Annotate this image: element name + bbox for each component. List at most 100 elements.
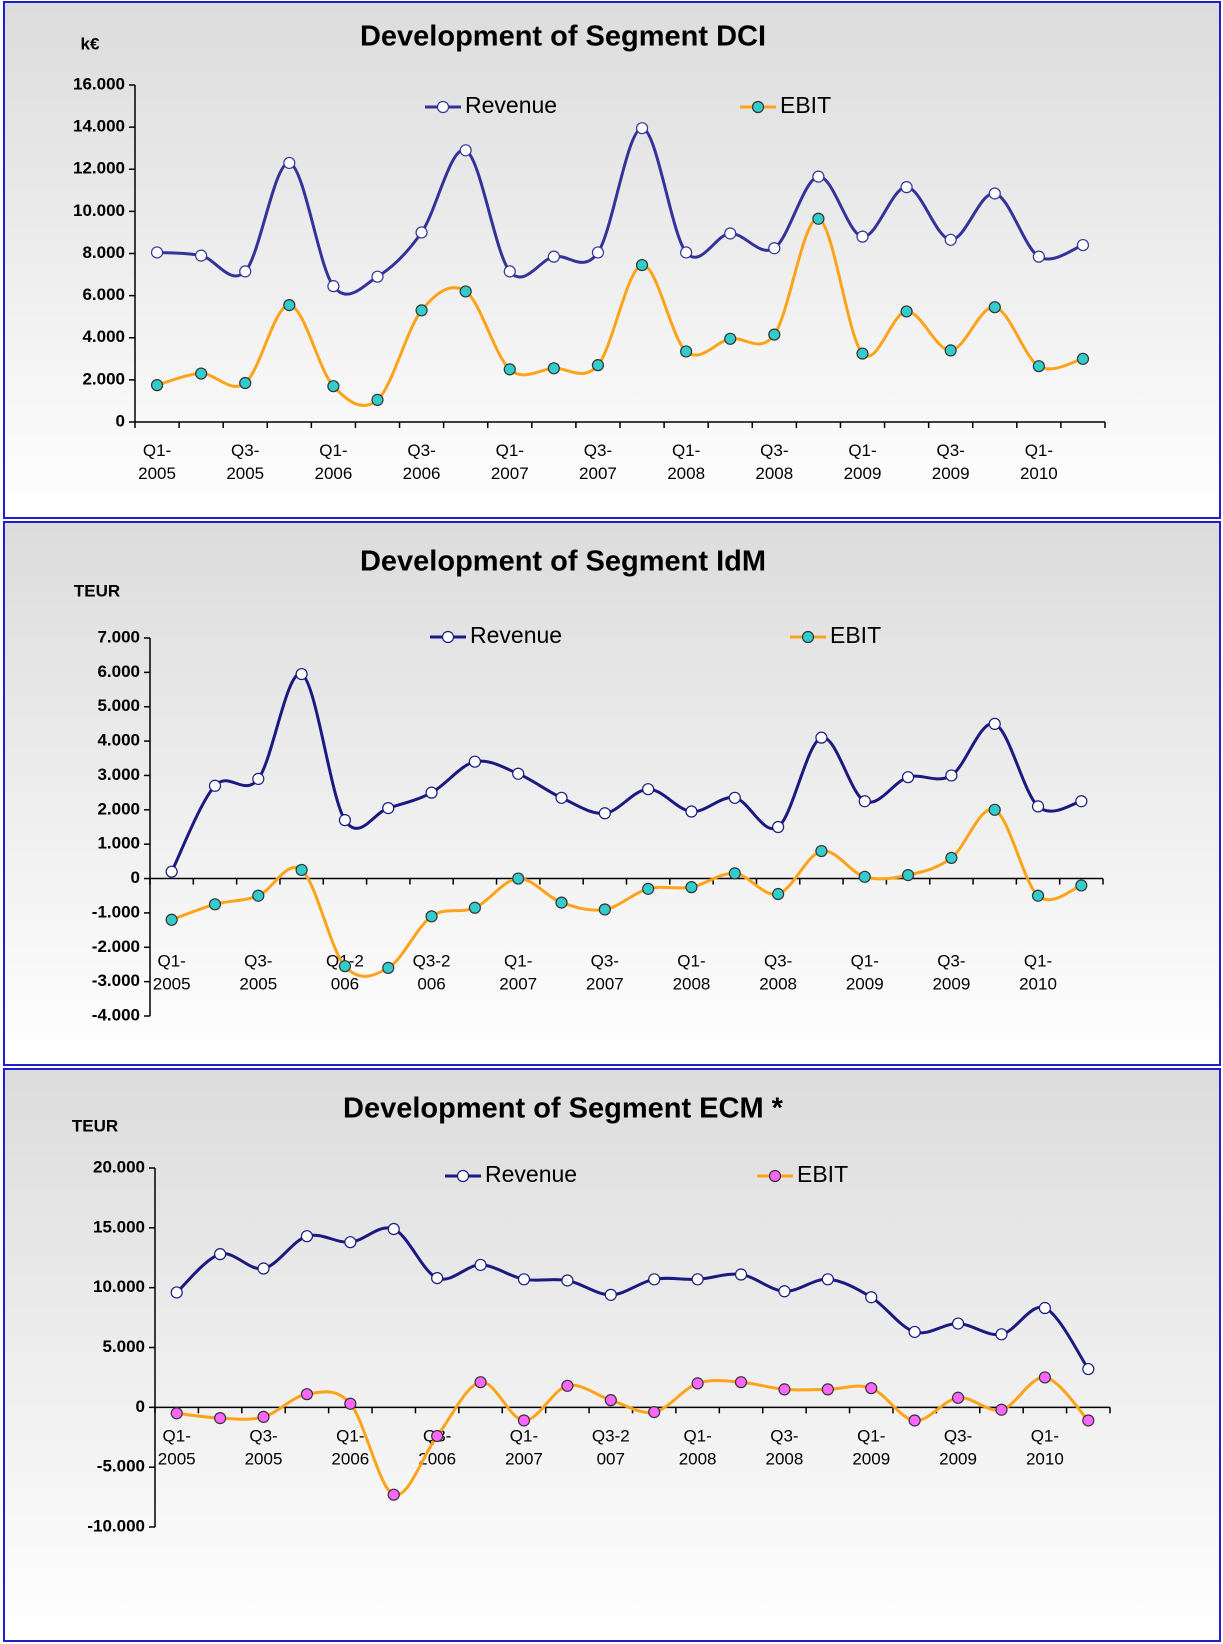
x-tick-label: Q1-2010 — [1026, 1427, 1064, 1469]
y-tick-label: -1.000 — [92, 902, 140, 921]
data-point — [195, 249, 208, 262]
data-point — [768, 328, 781, 341]
data-point — [685, 881, 698, 894]
data-point — [195, 367, 208, 380]
chart-title: Development of Segment IdM — [360, 546, 766, 578]
data-point — [591, 359, 605, 372]
data-point — [724, 332, 737, 345]
data-point — [415, 304, 428, 317]
data-point — [150, 379, 164, 392]
data-point — [865, 1291, 878, 1304]
data-point — [239, 376, 252, 390]
unit-label: TEUR — [72, 1116, 118, 1135]
y-tick-label: -2.000 — [92, 937, 140, 956]
data-point — [691, 1377, 704, 1390]
data-point — [988, 187, 1001, 200]
data-point — [900, 305, 913, 318]
panel — [3, 521, 1221, 1066]
data-point — [344, 1397, 357, 1410]
data-point — [295, 863, 308, 877]
y-tick-label: -4.000 — [92, 1005, 140, 1024]
data-point — [945, 851, 958, 865]
data-point — [382, 801, 395, 815]
data-point — [327, 280, 340, 293]
data-point — [555, 896, 568, 909]
data-point — [604, 1394, 617, 1407]
data-point — [1032, 360, 1045, 373]
x-tick-label: Q3-2005 — [245, 1427, 283, 1469]
data-point — [474, 1258, 487, 1272]
data-point — [344, 1236, 357, 1249]
data-point — [945, 769, 958, 782]
data-point — [812, 212, 825, 225]
series-line — [156, 217, 1084, 407]
data-point — [951, 1317, 965, 1330]
data-point — [555, 791, 568, 804]
data-point — [734, 1268, 748, 1281]
data-point — [778, 1383, 791, 1396]
data-point — [252, 772, 265, 785]
data-point — [387, 1488, 400, 1501]
y-tick-label: 0 — [116, 411, 125, 430]
x-tick-label: Q3-2008 — [759, 952, 797, 994]
data-point — [517, 1273, 531, 1286]
data-point — [724, 227, 737, 240]
data-point — [252, 889, 265, 902]
chart-title: Development of Segment DCI — [360, 21, 766, 53]
data-point — [387, 1222, 400, 1236]
x-tick-label: Q3-2006 — [418, 1427, 456, 1469]
y-tick-label: 6.000 — [82, 285, 125, 304]
legend-label: EBIT — [797, 1161, 848, 1187]
data-point — [734, 1376, 748, 1389]
data-point — [283, 156, 296, 170]
data-point — [901, 869, 915, 882]
data-point — [598, 903, 611, 916]
data-point — [170, 1407, 183, 1420]
data-point — [208, 898, 222, 911]
legend-marker — [441, 630, 455, 644]
data-point — [371, 393, 384, 406]
legend-label: EBIT — [830, 622, 881, 648]
data-point — [431, 1271, 444, 1285]
data-point — [1076, 352, 1090, 365]
data-point — [635, 122, 649, 135]
data-point — [512, 872, 525, 885]
unit-label: k€ — [81, 34, 100, 53]
data-point — [517, 1414, 531, 1427]
data-point — [728, 867, 741, 880]
x-tick-label: Q3-2008 — [755, 441, 793, 483]
data-point — [425, 910, 438, 923]
data-point — [604, 1288, 617, 1301]
data-point — [338, 814, 352, 827]
x-tick-label: Q3-2008 — [766, 1427, 804, 1469]
data-point — [415, 226, 428, 239]
x-tick-label: Q3-2009 — [932, 441, 970, 483]
data-point — [1038, 1301, 1051, 1315]
y-tick-label: 2.000 — [82, 369, 125, 388]
data-point — [257, 1410, 270, 1424]
data-point — [239, 265, 252, 278]
legend-marker — [751, 100, 765, 114]
x-tick-label: Q1-2007 — [499, 952, 537, 994]
x-tick-label: Q3-2009 — [932, 952, 970, 994]
y-tick-label: 2.000 — [97, 799, 140, 818]
data-point — [300, 1230, 314, 1243]
y-tick-label: 1.000 — [97, 834, 140, 853]
data-point — [685, 805, 698, 818]
chart-title: Development of Segment ECM * — [343, 1093, 784, 1125]
y-tick-label: 3.000 — [97, 765, 140, 784]
data-point — [503, 363, 516, 376]
x-tick-label: Q3-2005 — [239, 952, 277, 994]
data-point — [165, 913, 178, 926]
data-point — [300, 1388, 314, 1401]
data-point — [474, 1376, 487, 1389]
data-point — [338, 960, 352, 973]
data-point — [1075, 879, 1088, 892]
data-point — [680, 345, 693, 358]
x-tick-label: Q3-2005 — [226, 441, 264, 483]
legend-marker — [456, 1169, 470, 1183]
data-point — [988, 803, 1001, 816]
panel — [3, 1068, 1221, 1642]
